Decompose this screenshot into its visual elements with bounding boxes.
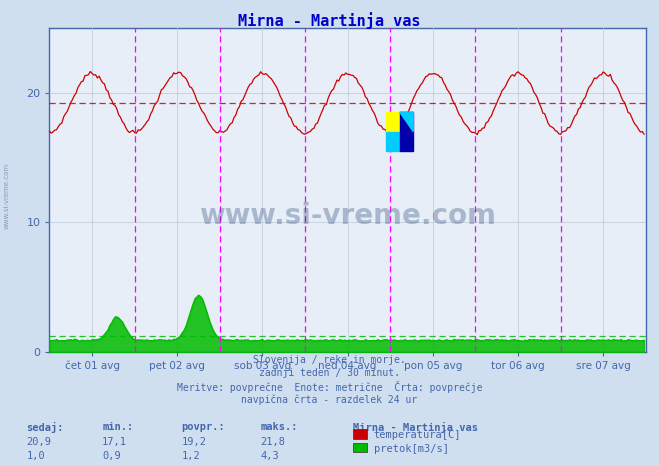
Bar (386, 131, 400, 151)
Text: maks.:: maks.: (260, 422, 298, 432)
Text: navpična črta - razdelek 24 ur: navpična črta - razdelek 24 ur (241, 394, 418, 405)
Text: sedaj:: sedaj: (26, 422, 64, 433)
Text: 20,9: 20,9 (26, 437, 51, 446)
Text: 17,1: 17,1 (102, 437, 127, 446)
Text: Mirna - Martinja vas: Mirna - Martinja vas (239, 13, 420, 29)
Polygon shape (400, 112, 413, 131)
Bar (386, 112, 400, 131)
Text: temperatura[C]: temperatura[C] (374, 430, 461, 440)
Text: www.si-vreme.com: www.si-vreme.com (199, 202, 496, 230)
Text: Slovenija / reke in morje.: Slovenija / reke in morje. (253, 355, 406, 365)
Text: 21,8: 21,8 (260, 437, 285, 446)
Text: Meritve: povprečne  Enote: metrične  Črta: povprečje: Meritve: povprečne Enote: metrične Črta:… (177, 381, 482, 393)
Text: 0,9: 0,9 (102, 451, 121, 460)
Text: 1,2: 1,2 (181, 451, 200, 460)
Text: 19,2: 19,2 (181, 437, 206, 446)
Text: povpr.:: povpr.: (181, 422, 225, 432)
Text: zadnji teden / 30 minut.: zadnji teden / 30 minut. (259, 368, 400, 378)
Bar (400, 112, 413, 151)
Text: Mirna - Martinja vas: Mirna - Martinja vas (353, 422, 478, 433)
Text: www.si-vreme.com: www.si-vreme.com (3, 163, 10, 229)
Text: 4,3: 4,3 (260, 451, 279, 460)
Text: 1,0: 1,0 (26, 451, 45, 460)
Text: min.:: min.: (102, 422, 133, 432)
Text: pretok[m3/s]: pretok[m3/s] (374, 444, 449, 454)
